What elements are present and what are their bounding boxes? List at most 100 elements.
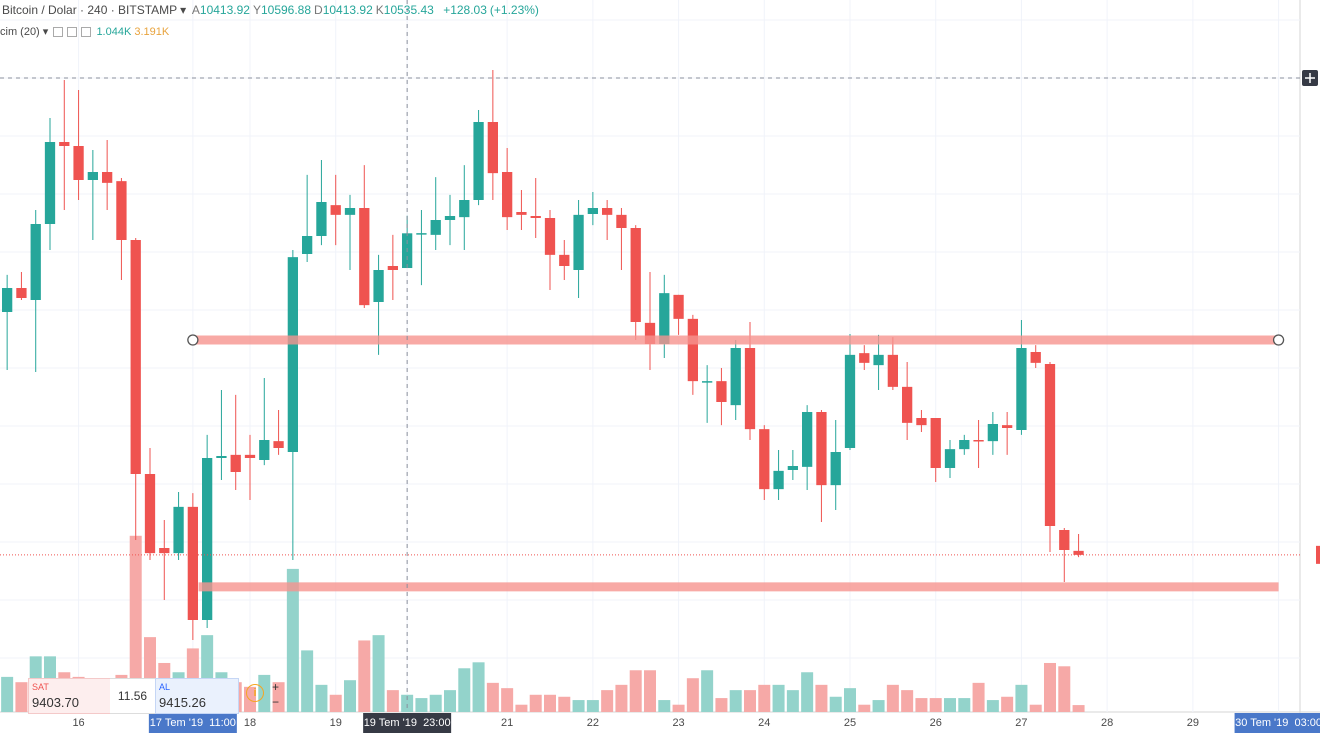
ohlc-label: D <box>314 3 323 17</box>
x-tick-label: 29 <box>1187 717 1199 729</box>
candle-body <box>1044 364 1056 526</box>
ohlc-value: 10413.92 <box>199 3 250 17</box>
volume-bar <box>1044 662 1056 712</box>
volume-bar <box>715 698 728 712</box>
icon[interactable] <box>67 27 78 38</box>
candle-body <box>44 142 56 224</box>
candle-body <box>102 172 113 183</box>
candle-body <box>744 348 756 430</box>
volume-bar <box>529 694 542 712</box>
volume-bar <box>744 690 756 712</box>
zoom-buttons[interactable]: + − <box>272 680 280 709</box>
candle-body <box>159 548 170 554</box>
candle-body <box>116 181 127 240</box>
candle-body <box>273 441 284 448</box>
volume-bar <box>629 670 642 712</box>
candle-body <box>230 454 241 472</box>
spread: 11.56 <box>110 678 155 714</box>
candle-body <box>873 354 884 366</box>
candle-body <box>659 293 670 344</box>
volume-bar <box>515 704 528 712</box>
candle-body <box>887 354 898 387</box>
last-price-marker <box>1316 545 1320 564</box>
volume-bar <box>572 700 585 712</box>
candle-body <box>387 266 398 270</box>
volume-bar <box>872 700 885 712</box>
x-tick-label: 19 <box>330 717 342 729</box>
candle-body <box>687 318 698 382</box>
candle-body <box>330 205 341 215</box>
candle-body <box>216 456 227 458</box>
candle-body <box>702 381 713 383</box>
volume-bar <box>372 635 385 712</box>
buy-button[interactable]: AL 9415.26 <box>155 678 239 714</box>
candle-body <box>187 506 198 620</box>
volume-last: 1.044K <box>96 26 132 38</box>
candle-body <box>344 208 356 215</box>
ohlc: A10413.92 Y10596.88 D10413.92 K10535.43 <box>192 3 437 17</box>
volume-bar <box>844 688 856 712</box>
candle-body <box>16 288 27 298</box>
volume-bar <box>586 700 599 712</box>
candle-body <box>487 122 498 174</box>
candle-body <box>530 216 541 218</box>
candle-body <box>359 208 370 306</box>
volume-bar <box>258 674 271 712</box>
icon[interactable] <box>81 27 92 38</box>
time-label: 19 Tem '19 23:00 <box>364 717 451 729</box>
volume-bar <box>415 698 428 712</box>
candle-body <box>787 466 798 470</box>
candle-body <box>459 200 470 218</box>
time-label: 17 Tem '19 11:00 <box>150 717 236 729</box>
candle-body <box>316 202 327 236</box>
volume-bar <box>986 700 999 712</box>
x-tick-label: 24 <box>758 717 770 729</box>
candle-body <box>559 254 570 266</box>
candle-body <box>59 142 70 146</box>
time-label-box <box>363 713 452 733</box>
volume-bar <box>1001 696 1014 712</box>
volume-bar <box>472 662 485 712</box>
x-tick-label: 25 <box>844 717 856 729</box>
x-tick-label: 21 <box>501 717 513 729</box>
volume-bar <box>915 698 928 712</box>
volume-bar <box>929 698 942 712</box>
ohlc-label: K <box>375 3 384 17</box>
candle-body <box>602 208 613 215</box>
icon[interactable] <box>53 27 64 38</box>
candle-body <box>130 240 141 474</box>
x-tick-label: 27 <box>1015 717 1027 729</box>
sell-button[interactable]: SAT 9403.70 <box>28 678 112 714</box>
level-handle <box>187 334 199 346</box>
volume-bar <box>615 684 628 712</box>
volume-bar <box>129 535 142 712</box>
candle-body <box>502 172 513 218</box>
volume-bar <box>1015 684 1028 712</box>
volume-bar <box>1058 666 1071 712</box>
volume-bar <box>658 700 671 712</box>
info-icon[interactable]: i <box>246 684 264 702</box>
candle-body <box>973 440 984 442</box>
candle-body <box>430 220 441 235</box>
volume-bar <box>344 680 356 712</box>
sell-price: 9403.70 <box>32 695 79 710</box>
candle-body <box>1059 530 1070 550</box>
volume-bar <box>1 676 14 712</box>
candle-body <box>244 454 256 458</box>
volume-bar <box>758 684 771 712</box>
caret[interactable]: ▾ <box>180 3 187 17</box>
x-tick-label: 18 <box>244 717 256 729</box>
candle-body <box>573 214 584 270</box>
candle-body <box>644 322 656 344</box>
volume-bar <box>544 694 556 712</box>
candle-body <box>173 506 184 554</box>
volume-bar <box>886 684 899 712</box>
x-tick-label: 22 <box>587 717 599 729</box>
candle-body <box>959 440 970 450</box>
sell-label: SAT <box>32 682 49 692</box>
symbol[interactable]: Bitcoin / Dolar · 240 · BITSTAMP <box>2 3 178 17</box>
volume-bar <box>15 682 28 712</box>
candle-body <box>844 354 856 448</box>
ohlc-value: 10535.43 <box>383 3 434 17</box>
